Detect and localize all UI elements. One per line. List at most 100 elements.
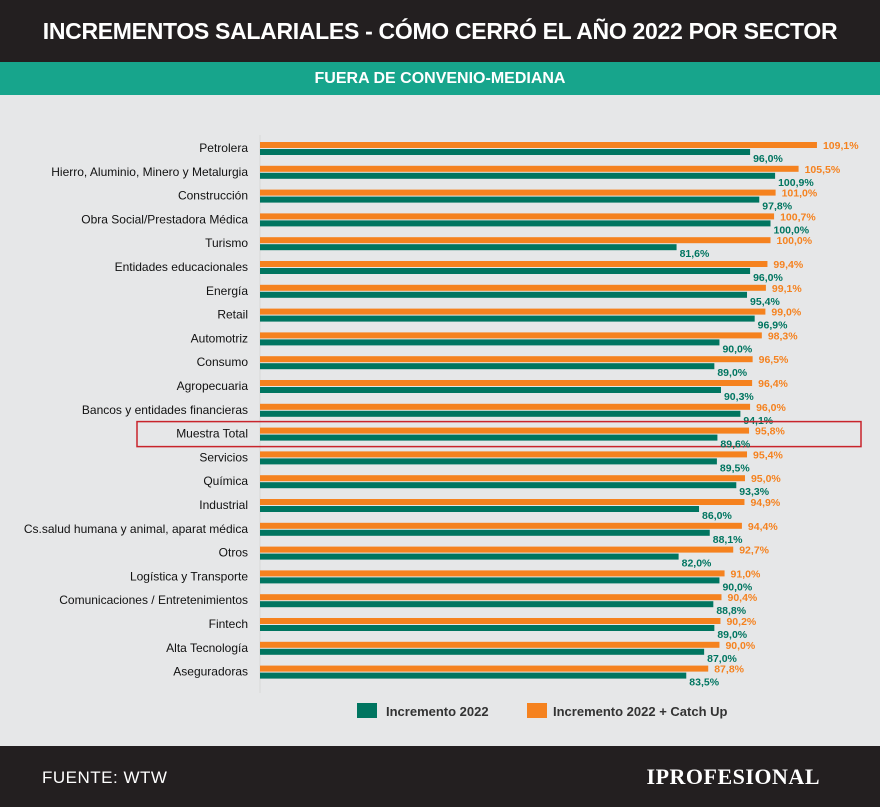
category-label: Retail [217,308,248,322]
category-label: Obra Social/Prestadora Médica [81,212,248,226]
data-label-incremento: 100,0% [774,224,810,236]
data-label-catch-up: 87,8% [714,664,744,676]
category-label: Consumo [197,355,249,369]
data-label-catch-up: 109,1% [823,140,859,152]
data-label-catch-up: 94,9% [750,497,780,509]
footer: FUENTE: WTW IPROFESIONAL [0,746,880,807]
data-label-incremento: 90,3% [724,391,754,403]
bar-catch-up [260,641,720,648]
legend-label-incremento: Incremento 2022 [386,704,489,719]
bar-incremento [260,291,748,298]
data-label-incremento: 86,0% [702,510,732,522]
data-label-incremento: 89,6% [720,439,750,451]
data-label-catch-up: 92,7% [739,545,769,557]
category-label: Alta Tecnología [166,641,248,655]
bar-incremento [260,648,705,655]
bar-incremento [260,625,715,631]
category-label: Cs.salud humana y animal, aparat médica [24,522,248,536]
data-label-catch-up: 96,4% [758,378,788,390]
category-label: Otros [219,546,248,560]
bar-catch-up [260,142,817,148]
bar-catch-up [260,284,766,291]
bar-catch-up [260,427,750,434]
data-label-incremento: 81,6% [680,248,710,260]
category-label: Automotriz [191,331,248,345]
data-label-catch-up: 90,4% [727,592,757,604]
data-label-catch-up: 95,0% [751,473,781,485]
bar-incremento [260,410,741,417]
legend-label-catch-up: Incremento 2022 + Catch Up [553,704,728,719]
category-label: Fintech [209,617,248,631]
bar-catch-up [260,451,748,458]
bar-incremento [260,434,718,441]
data-label-catch-up: 105,5% [805,164,841,176]
highlight-box [136,420,862,448]
data-label-catch-up: 99,0% [771,307,801,319]
legend-swatch-incremento [357,703,377,718]
data-label-catch-up: 101,0% [782,188,818,200]
category-label: Química [203,474,248,488]
bar-catch-up [260,213,775,220]
data-label-incremento: 97,8% [762,201,792,213]
bar-catch-up [260,546,734,553]
category-label: Petrolera [199,141,248,155]
bar-catch-up [260,261,768,267]
data-label-catch-up: 100,0% [777,235,813,247]
data-label-incremento: 96,0% [753,153,783,165]
bar-catch-up [260,403,751,410]
category-label: Muestra Total [176,427,248,441]
data-label-incremento: 82,0% [682,558,712,570]
data-label-catch-up: 99,4% [773,259,803,271]
source-text: FUENTE: WTW [42,768,168,787]
bar-catch-up [260,356,753,363]
bar-incremento [260,672,687,679]
category-label: Turismo [205,236,248,250]
bar-catch-up [260,665,709,672]
bar-catch-up [260,499,745,505]
bar-incremento [260,149,751,155]
data-label-catch-up: 96,5% [759,354,789,366]
bar-incremento [260,339,720,346]
bar-chart: Petrolera 109,1% 96,0% Hierro, Aluminio, Mi… [24,135,862,719]
bar-incremento [260,577,720,584]
category-label: Entidades educacionales [115,260,248,274]
bar-incremento [260,244,677,251]
data-label-catch-up: 100,7% [780,211,816,223]
data-label-incremento: 87,0% [707,653,737,665]
bar-catch-up [260,165,799,172]
data-label-incremento: 96,0% [753,272,783,284]
data-label-catch-up: 99,1% [772,283,802,295]
bar-catch-up [260,475,745,482]
category-label: Aseguradoras [173,665,248,679]
bar-incremento [260,220,771,227]
bar-incremento [260,529,710,536]
data-label-incremento: 100,9% [778,177,814,189]
bar-incremento [260,458,717,465]
bar-incremento [260,387,721,393]
category-label: Construcción [178,189,248,203]
data-label-incremento: 88,8% [716,605,746,617]
bar-catch-up [260,332,762,339]
data-label-catch-up: 90,0% [725,640,755,652]
bar-catch-up [260,308,766,315]
bar-catch-up [260,594,722,601]
data-label-catch-up: 94,4% [748,521,778,533]
bar-catch-up [260,522,742,529]
bar-catch-up [260,570,725,577]
bar-catch-up [260,618,721,624]
data-label-incremento: 89,0% [717,367,747,379]
bar-catch-up [260,189,776,196]
brand-logo: IPROFESIONAL [646,764,820,789]
data-label-catch-up: 90,2% [726,616,756,628]
category-label: Servicios [199,450,248,464]
data-label-incremento: 96,9% [758,320,788,332]
data-label-incremento: 90,0% [722,581,752,593]
bar-incremento [260,506,700,512]
bar-incremento [260,482,737,489]
data-label-catch-up: 98,3% [768,330,798,342]
bar-incremento [260,363,715,370]
data-label-incremento: 83,5% [689,677,719,689]
bar-incremento [260,268,751,274]
bar-incremento [260,172,776,179]
bar-catch-up [260,380,753,386]
